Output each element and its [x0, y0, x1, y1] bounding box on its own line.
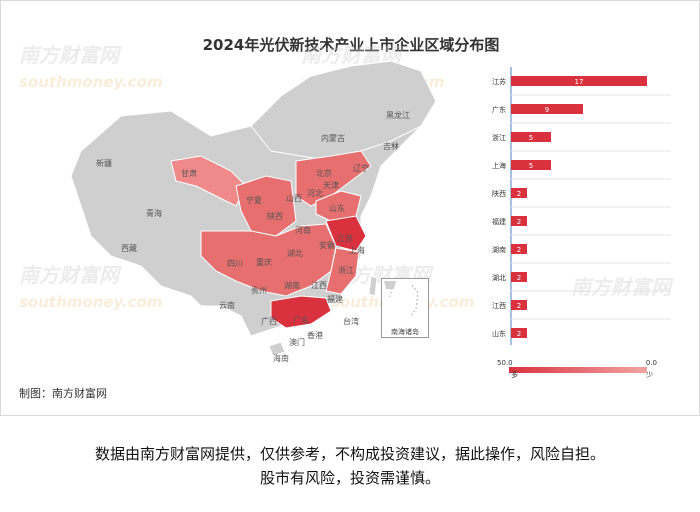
province-label: 宁夏: [246, 195, 262, 205]
province-label: 辽宁: [353, 163, 369, 173]
region-taiwan: [368, 275, 378, 297]
province-label: 江苏: [337, 233, 353, 243]
bar: [511, 216, 527, 226]
province-label: 北京: [316, 168, 332, 178]
data-label: 2: [517, 218, 521, 226]
province-label: 陕西: [267, 211, 283, 221]
legend-more-label: 多: [511, 371, 518, 379]
inset-label: 南海诸岛: [391, 328, 419, 336]
province-label: 新疆: [96, 158, 112, 168]
province-label: 贵州: [251, 285, 267, 295]
province-label: 西藏: [121, 243, 137, 253]
province-label: 安徽: [319, 240, 335, 250]
color-legend: 50.0 0.0 多 少: [497, 359, 657, 381]
province-label: 广东: [293, 315, 309, 325]
region-gansu: [170, 155, 247, 207]
tick-label: 福建: [492, 217, 506, 226]
chart-title: 2024年光伏新技术产业上市企业区域分布图: [202, 36, 500, 54]
province-label: 湖北: [287, 249, 303, 258]
data-label: 5: [529, 134, 533, 142]
province-label: 澳门: [289, 337, 305, 347]
province-label: 四川: [227, 259, 243, 268]
data-label: 17: [575, 78, 584, 86]
map-region-north: [250, 60, 437, 162]
tick-label: 浙江: [492, 133, 506, 142]
tick-label: 江西: [492, 302, 506, 310]
province-label: 甘肃: [181, 168, 197, 178]
legend-max-label: 50.0: [497, 359, 513, 367]
province-label: 河北: [307, 188, 323, 198]
tick-label: 江苏: [492, 77, 506, 86]
province-label: 香港: [307, 330, 323, 340]
province-label: 吉林: [383, 141, 399, 151]
data-label: 2: [517, 330, 521, 338]
legend-min-label: 0.0: [645, 359, 657, 367]
region-liaoning-hebei: [295, 150, 372, 207]
province-label: 湖南: [284, 280, 300, 290]
data-label: 2: [517, 274, 521, 282]
bar: [511, 272, 527, 282]
disclaimer-line: 数据由南方财富网提供，仅供参考，不构成投资建议，据此操作，风险自担。: [94, 445, 605, 463]
legend-gradient: [509, 367, 647, 373]
province-labels: 新疆 西藏 青海 甘肃 内蒙古 黑龙江 吉林 辽宁 北京 天津 河北 山西 宁夏…: [96, 110, 410, 363]
province-label: 内蒙古: [321, 133, 345, 143]
data-label: 2: [517, 190, 521, 198]
region-hainan: [268, 341, 286, 357]
bar: [511, 76, 647, 86]
china-map: 新疆 西藏 青海 甘肃 内蒙古 黑龙江 吉林 辽宁 北京 天津 河北 山西 宁夏…: [70, 60, 437, 363]
bar: [511, 132, 551, 142]
region-zhejiang-fujian: [325, 247, 360, 295]
data-label: 2: [517, 246, 521, 254]
south-china-sea-inset: 南海诸岛: [381, 278, 429, 338]
bar: [511, 244, 527, 254]
tick-label: 湖北: [492, 273, 506, 282]
bar: [511, 104, 583, 114]
tick-label: 广东: [492, 105, 506, 114]
province-label: 青海: [146, 208, 162, 218]
data-label: 5: [529, 162, 533, 170]
data-label: 9: [545, 106, 549, 114]
chart-card: 2024年光伏新技术产业上市企业区域分布图 南方财富网 southmoney.co…: [0, 0, 700, 416]
disclaimer-line: 股市有风险，投资需谨慎。: [259, 469, 440, 487]
province-label: 福建: [327, 294, 343, 304]
province-label: 山东: [329, 203, 345, 213]
province-label: 浙江: [338, 265, 354, 275]
legend-less-label: 少: [646, 371, 653, 379]
region-central: [200, 223, 337, 297]
province-label: 云南: [219, 300, 235, 310]
region-shaanxi-ningxia-shanxi: [235, 175, 297, 237]
tick-label: 湖南: [492, 245, 506, 254]
province-label: 上海: [349, 245, 365, 255]
credit-label: 制图：南方财富网: [19, 387, 107, 400]
tick-label: 上海: [492, 161, 506, 170]
bar-chart: 江苏 17 广东 9 浙江 5 上海 5 陕西 2 福建 2 湖南 2 湖北 2 江西 2 山东 2: [492, 67, 671, 345]
bar: [511, 300, 527, 310]
province-label: 海南: [273, 353, 289, 363]
province-label: 天津: [323, 180, 339, 190]
province-label: 重庆: [256, 257, 272, 267]
province-label: 黑龙江: [386, 110, 410, 120]
province-label: 山西: [286, 193, 302, 203]
bar: [511, 328, 527, 338]
province-label: 江西: [311, 281, 327, 290]
data-label: 2: [517, 302, 521, 310]
province-label: 台湾: [343, 316, 359, 326]
province-label: 广西: [261, 316, 277, 326]
bar: [511, 160, 551, 170]
disclaimer: 数据由南方财富网提供，仅供参考，不构成投资建议，据此操作，风险自担。 股市有风险…: [0, 442, 700, 490]
tick-label: 山东: [492, 329, 506, 338]
bar: [511, 188, 527, 198]
region-guangdong: [270, 295, 332, 329]
inset-map: [384, 281, 419, 318]
tick-label: 陕西: [492, 189, 506, 198]
province-label: 河南: [295, 225, 311, 235]
